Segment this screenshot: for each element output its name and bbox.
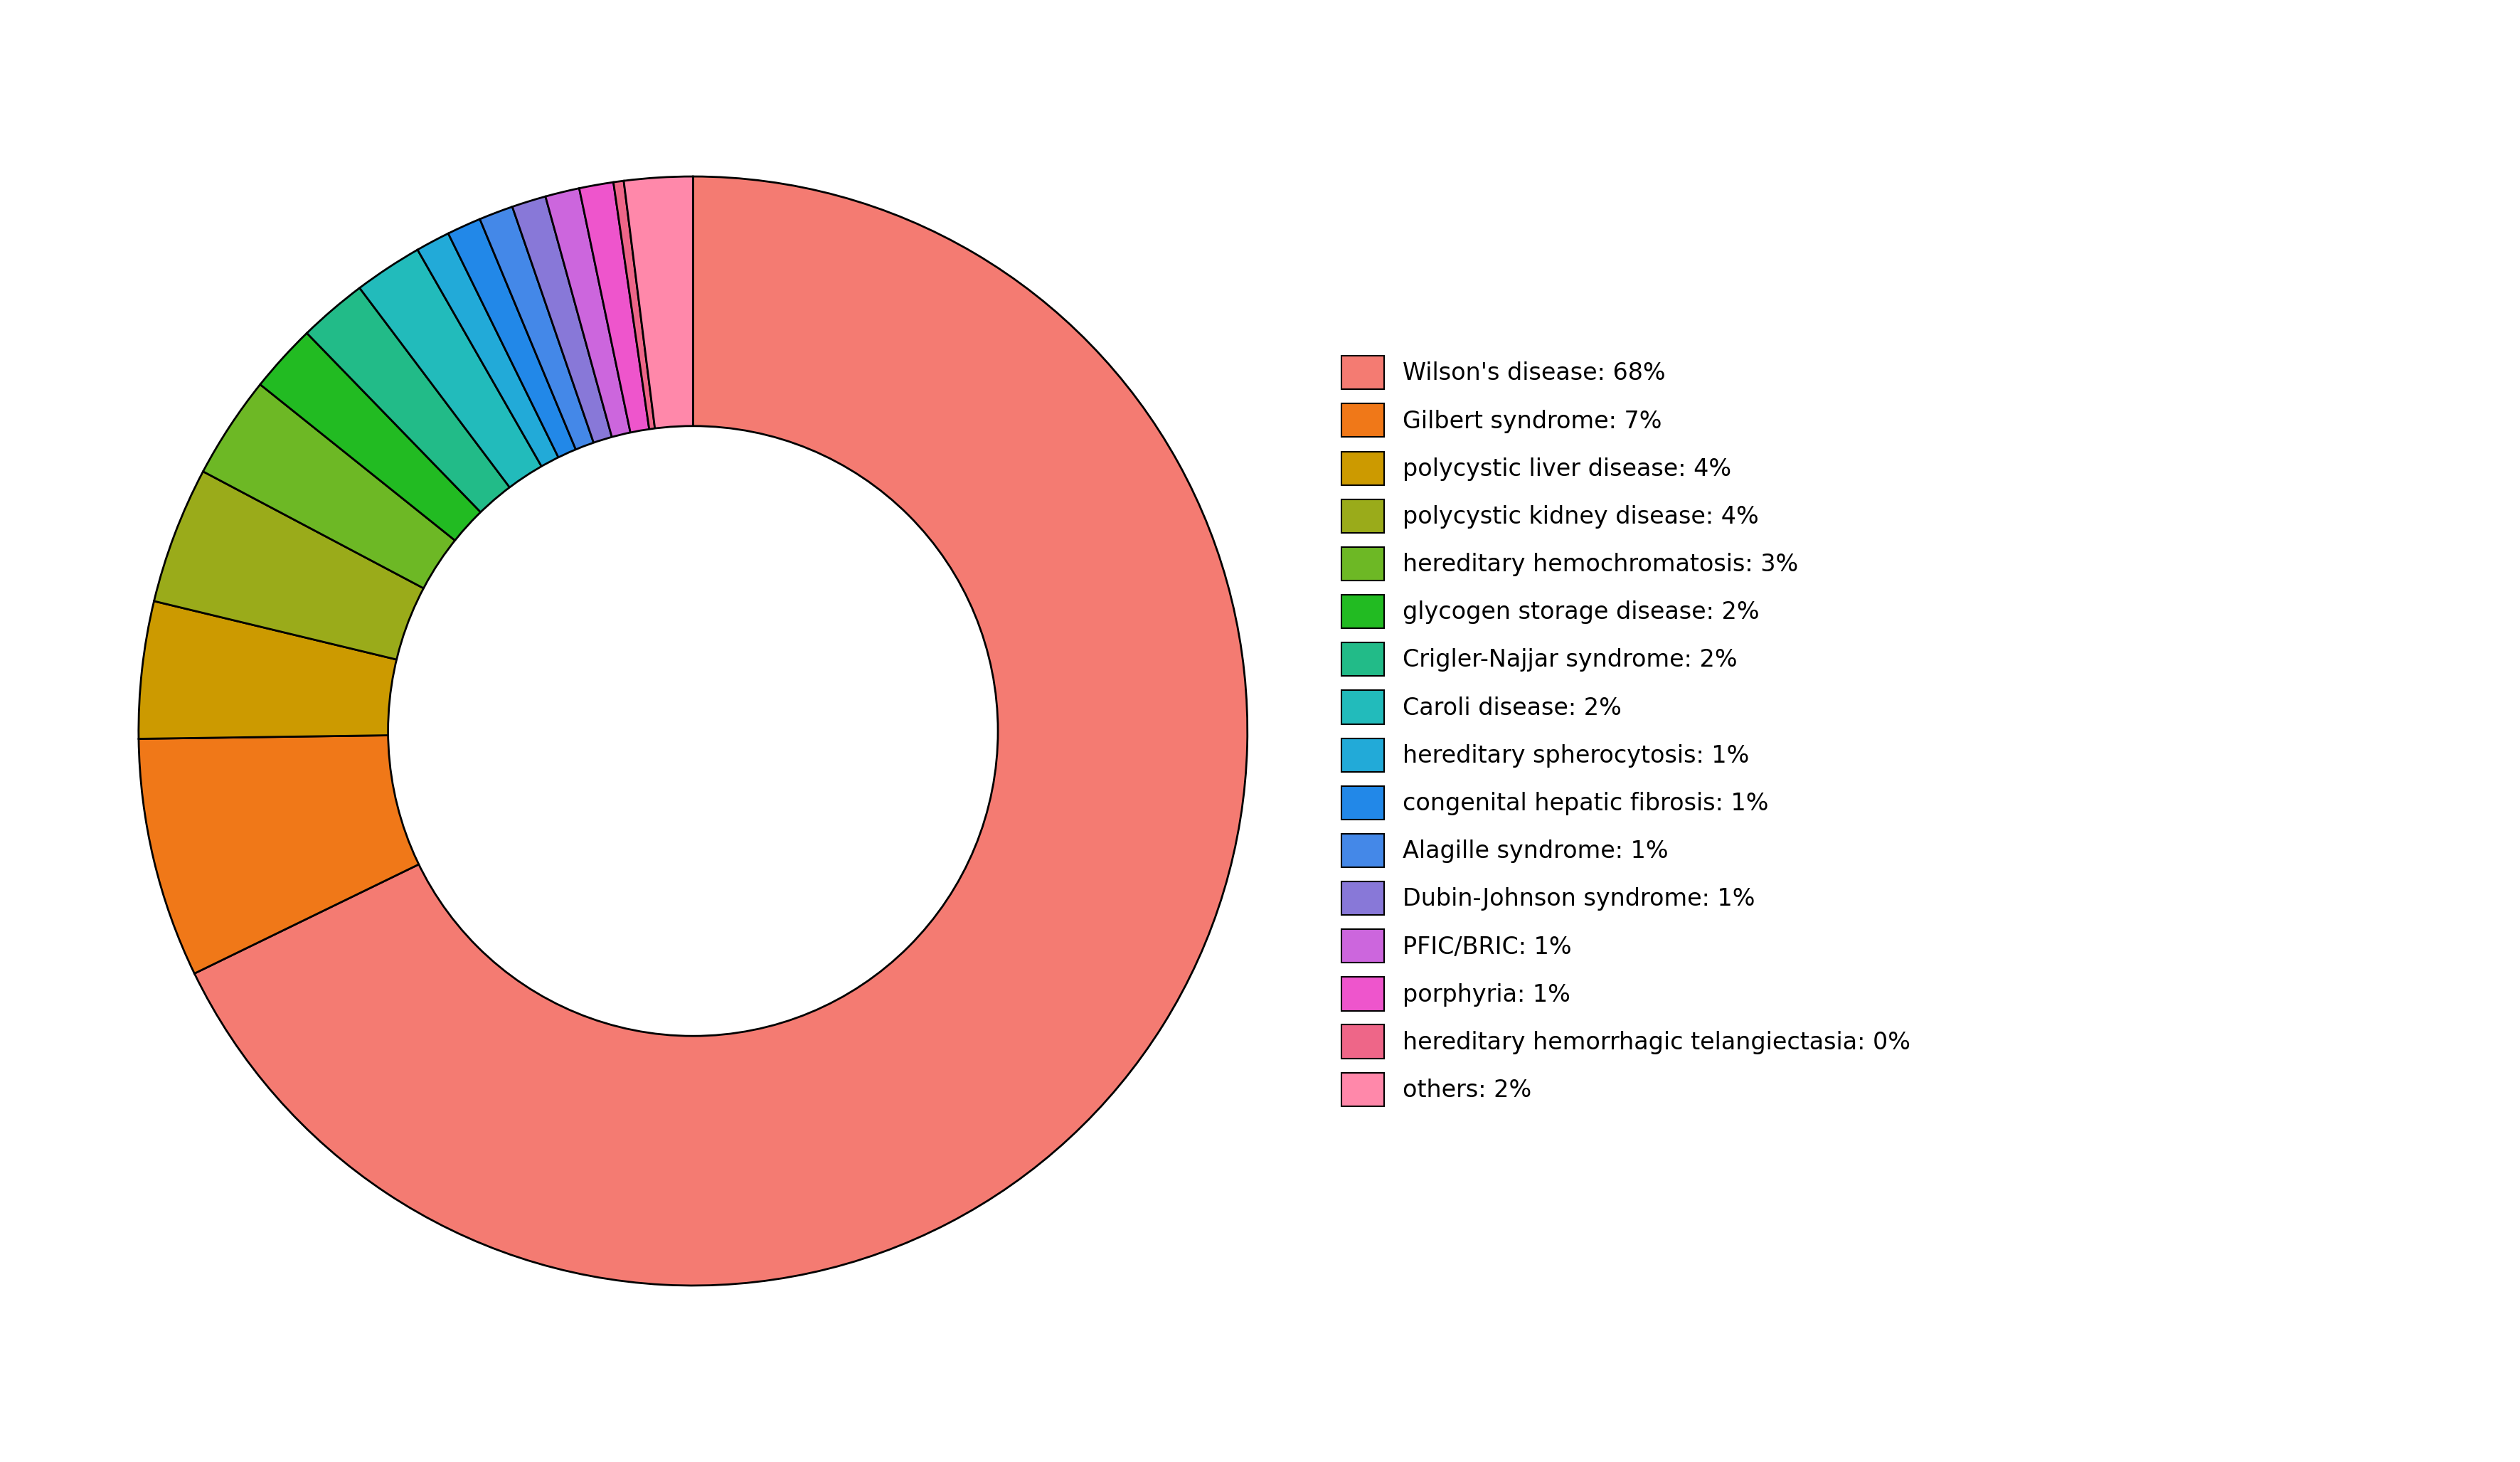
Wedge shape (204, 385, 693, 731)
Circle shape (388, 425, 998, 1037)
Wedge shape (479, 206, 693, 731)
Wedge shape (580, 183, 693, 731)
Wedge shape (139, 731, 693, 974)
Wedge shape (154, 471, 693, 731)
Wedge shape (260, 333, 693, 731)
Wedge shape (360, 250, 693, 731)
Wedge shape (139, 601, 693, 738)
Wedge shape (307, 288, 693, 731)
Wedge shape (418, 234, 693, 731)
Wedge shape (625, 177, 693, 731)
Wedge shape (612, 181, 693, 731)
Wedge shape (449, 219, 693, 731)
Wedge shape (194, 177, 1247, 1285)
Wedge shape (512, 196, 693, 731)
Legend: Wilson's disease: 68%, Gilbert syndrome: 7%, polycystic liver disease: 4%, polyc: Wilson's disease: 68%, Gilbert syndrome:… (1341, 355, 1910, 1107)
Wedge shape (544, 189, 693, 731)
